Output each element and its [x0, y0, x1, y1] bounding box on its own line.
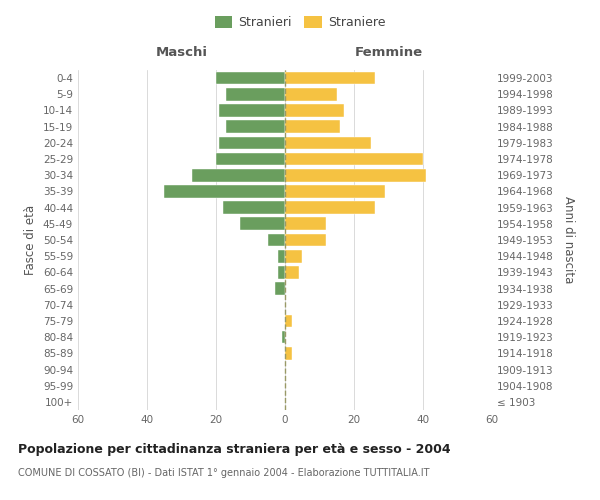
Bar [226, 88, 285, 101]
Text: Popolazione per cittadinanza straniera per età e sesso - 2004: Popolazione per cittadinanza straniera p… [18, 442, 451, 456]
Y-axis label: Fasce di età: Fasce di età [25, 205, 37, 275]
Bar [164, 185, 285, 198]
Bar [285, 266, 299, 278]
Bar [285, 234, 326, 246]
Legend: Stranieri, Straniere: Stranieri, Straniere [209, 11, 391, 34]
Bar [192, 169, 285, 181]
Bar [285, 120, 340, 133]
Bar [278, 266, 285, 278]
Bar [278, 250, 285, 262]
Text: Maschi: Maschi [155, 46, 208, 59]
Text: COMUNE DI COSSATO (BI) - Dati ISTAT 1° gennaio 2004 - Elaborazione TUTTITALIA.IT: COMUNE DI COSSATO (BI) - Dati ISTAT 1° g… [18, 468, 430, 477]
Bar [226, 120, 285, 133]
Bar [275, 282, 285, 295]
Bar [285, 72, 374, 85]
Bar [285, 202, 374, 214]
Bar [216, 72, 285, 85]
Bar [281, 331, 285, 344]
Bar [216, 152, 285, 166]
Text: Femmine: Femmine [355, 46, 422, 59]
Bar [285, 185, 385, 198]
Bar [285, 88, 337, 101]
Y-axis label: Anni di nascita: Anni di nascita [562, 196, 575, 284]
Bar [285, 169, 427, 181]
Bar [285, 104, 344, 117]
Bar [240, 218, 285, 230]
Bar [268, 234, 285, 246]
Bar [285, 250, 302, 262]
Bar [285, 347, 292, 360]
Bar [285, 152, 423, 166]
Bar [223, 202, 285, 214]
Bar [285, 314, 292, 328]
Bar [220, 136, 285, 149]
Bar [285, 218, 326, 230]
Bar [220, 104, 285, 117]
Bar [285, 136, 371, 149]
